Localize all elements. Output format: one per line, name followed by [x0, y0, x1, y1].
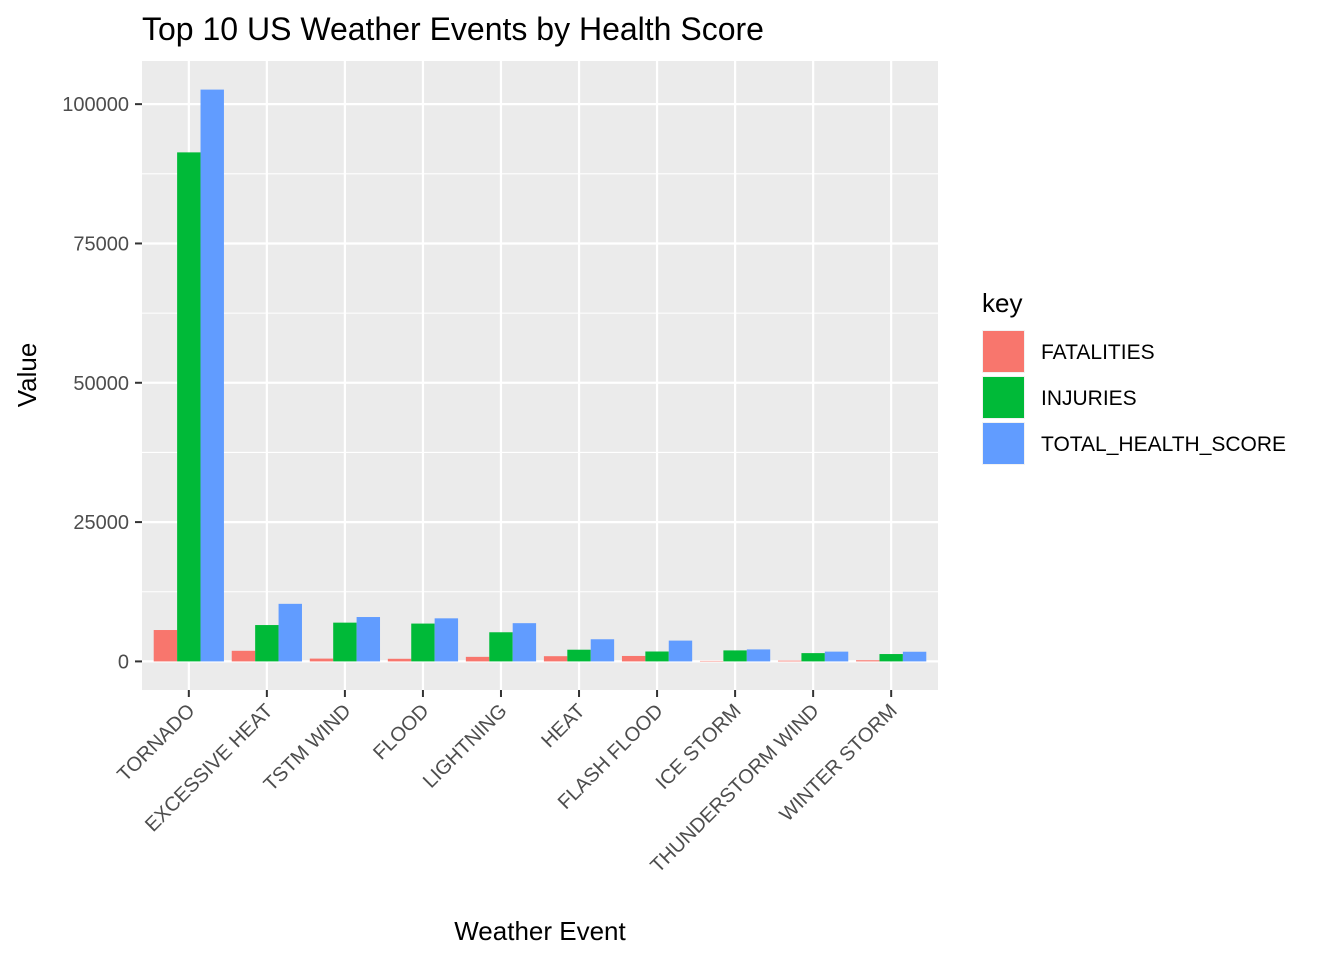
bar-fatalities	[856, 660, 880, 662]
bar-fatalities	[231, 650, 256, 662]
bar-fatalities	[153, 630, 178, 662]
legend-swatch	[983, 423, 1024, 464]
bar-injuries	[333, 622, 357, 662]
bar-fatalities	[465, 656, 490, 662]
legend-label: FATALITIES	[1041, 341, 1155, 364]
bar-injuries	[411, 623, 435, 662]
grid-major	[142, 61, 938, 690]
bar-total-health-score	[200, 89, 224, 662]
bar-total-health-score	[512, 623, 537, 662]
bar-total-health-score	[668, 640, 693, 662]
panel-background	[142, 61, 938, 690]
bar-total-health-score	[746, 649, 771, 662]
x-axis-title: Weather Event	[454, 916, 626, 946]
bar-injuries	[489, 632, 513, 662]
bar-injuries	[567, 649, 591, 662]
legend-label: INJURIES	[1041, 387, 1137, 410]
legend-swatch	[983, 377, 1024, 418]
bar-injuries	[723, 650, 747, 662]
y-tick-label: 25000	[73, 512, 129, 534]
chart-title: Top 10 US Weather Events by Health Score	[142, 11, 764, 47]
x-tick-label: FLOOD	[369, 700, 433, 764]
x-tick-label: TORNADO	[113, 700, 199, 786]
bars	[153, 89, 927, 662]
x-tick-label: HEAT	[537, 700, 589, 752]
y-tick-label: 50000	[73, 373, 129, 395]
y-tick-label: 75000	[73, 233, 129, 255]
bar-injuries	[879, 654, 903, 662]
x-tick-label: LIGHTNING	[419, 700, 512, 793]
bar-total-health-score	[278, 603, 302, 662]
legend-items: FATALITIES INJURIES TOTAL_HEALTH_SCORE	[982, 330, 1286, 465]
legend-label: TOTAL_HEALTH_SCORE	[1041, 433, 1286, 456]
bar-fatalities	[309, 658, 334, 662]
y-tick-label: 100000	[62, 94, 129, 116]
y-axis-title: Value	[12, 343, 42, 408]
bar-fatalities	[621, 655, 646, 662]
legend-swatch	[983, 331, 1024, 372]
bar-total-health-score	[434, 618, 459, 662]
y-tick-label: 0	[118, 651, 129, 673]
bar-fatalities	[387, 658, 412, 662]
x-tick-label: EXCESSIVE HEAT	[141, 700, 277, 836]
bar-total-health-score	[356, 617, 381, 662]
bar-injuries	[177, 152, 201, 662]
bar-fatalities	[778, 660, 802, 662]
legend: key FATALITIES INJURIES TOTAL_HEALTH_SCORE	[982, 288, 1286, 465]
bar-fatalities	[543, 656, 568, 662]
bar-total-health-score	[902, 651, 927, 662]
legend-title: key	[982, 288, 1022, 318]
grid-minor	[142, 173, 938, 593]
bar-injuries	[801, 653, 825, 662]
bar-total-health-score	[824, 651, 849, 662]
bar-injuries	[255, 625, 279, 662]
y-axis: 0 25000 50000 75000 100000	[62, 94, 142, 673]
bar-injuries	[645, 651, 669, 662]
bar-total-health-score	[590, 639, 615, 662]
